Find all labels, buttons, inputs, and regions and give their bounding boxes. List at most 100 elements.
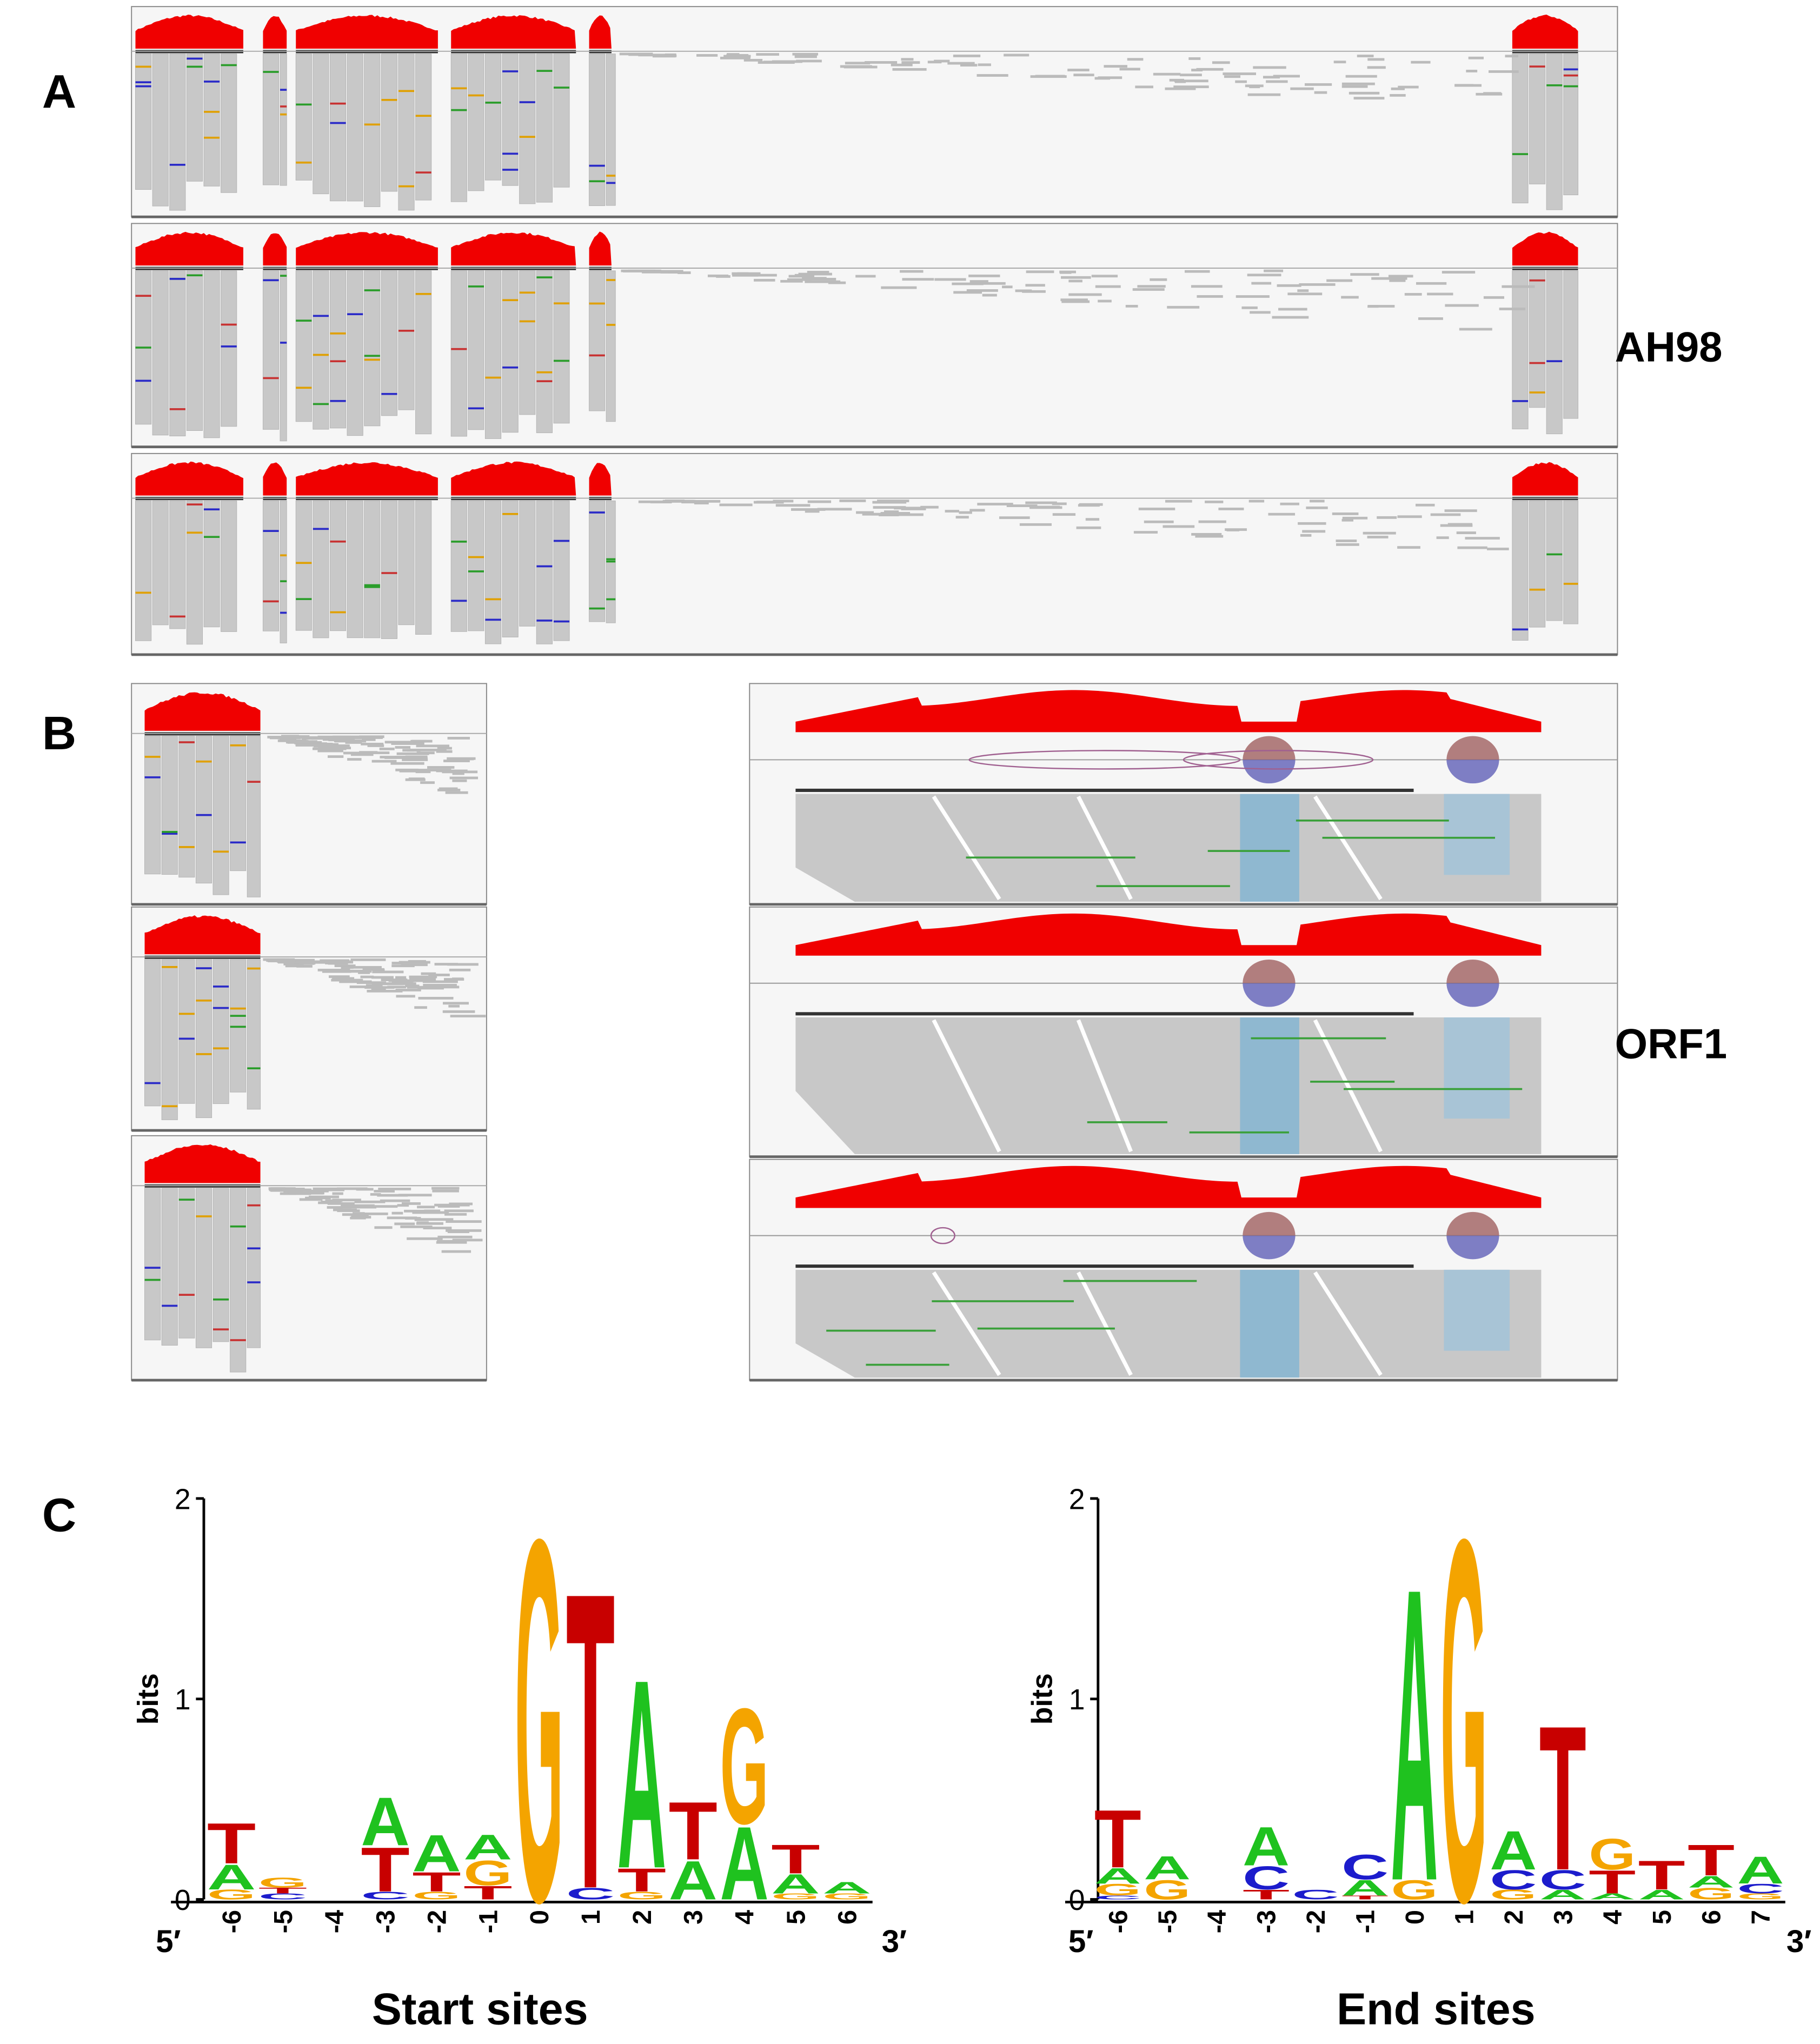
- read: [1367, 536, 1389, 538]
- mismatch: [1310, 1081, 1395, 1083]
- read: [341, 1204, 375, 1207]
- read: [334, 740, 367, 743]
- position-label: 4: [730, 1910, 760, 1925]
- read: [1483, 296, 1504, 299]
- read: [1398, 85, 1419, 89]
- read: [402, 758, 428, 761]
- read: [437, 1240, 459, 1243]
- read: [169, 500, 186, 629]
- read: [856, 511, 874, 514]
- logo-letter: G: [771, 1892, 820, 1901]
- read: [381, 270, 397, 416]
- mismatch: [330, 540, 346, 543]
- read: [553, 54, 570, 188]
- read: [377, 1194, 408, 1197]
- mismatch: [144, 1082, 161, 1084]
- mismatch: [1063, 1280, 1197, 1282]
- mismatch: [313, 528, 329, 530]
- read: [468, 54, 484, 191]
- read: [872, 501, 907, 504]
- read: [1456, 531, 1476, 535]
- read: [775, 504, 811, 507]
- mismatch: [187, 274, 203, 277]
- junction-arc: [930, 1227, 955, 1244]
- read: [361, 742, 384, 745]
- read: [415, 770, 431, 774]
- mismatch: [1087, 1121, 1167, 1123]
- read: [313, 270, 329, 430]
- mismatch: [135, 65, 151, 68]
- read: [1278, 308, 1307, 311]
- read: [371, 982, 404, 986]
- position-label: -1: [474, 1910, 503, 1933]
- read: [1197, 295, 1223, 298]
- mismatch: [230, 1339, 246, 1341]
- logo-letter: G: [463, 1853, 512, 1893]
- read: [186, 54, 203, 182]
- mismatch: [247, 1204, 261, 1207]
- mismatch: [330, 400, 346, 402]
- read: [1391, 87, 1405, 90]
- mismatch: [196, 967, 212, 969]
- y-tick-label: 0: [1069, 1885, 1085, 1916]
- read: [807, 271, 829, 274]
- read: [424, 1209, 441, 1213]
- read: [960, 64, 978, 67]
- x-end-label: 3′: [882, 1924, 907, 1959]
- read: [350, 753, 374, 756]
- read: [805, 280, 841, 283]
- logo-letter: C: [1094, 1894, 1141, 1900]
- mismatch: [519, 291, 535, 294]
- coverage: [296, 232, 438, 266]
- read: [1165, 87, 1196, 90]
- read: [269, 736, 301, 740]
- read: [1268, 512, 1296, 516]
- read: [1264, 269, 1284, 272]
- read: [1167, 305, 1200, 309]
- read: [1060, 271, 1072, 274]
- read: [1052, 513, 1076, 516]
- read: [1174, 79, 1208, 83]
- mismatch: [280, 275, 287, 277]
- mismatch: [313, 315, 329, 317]
- mismatch: [398, 90, 415, 92]
- read: [449, 776, 479, 780]
- read: [1427, 292, 1453, 296]
- read: [1371, 277, 1407, 280]
- read: [1191, 532, 1222, 536]
- read: [349, 966, 382, 969]
- mismatch: [553, 302, 570, 305]
- read: [280, 54, 287, 186]
- read: [221, 500, 237, 632]
- position-label: -3: [371, 1910, 401, 1933]
- read: [880, 512, 911, 515]
- read: [1389, 279, 1406, 282]
- position-label: 3: [679, 1910, 708, 1925]
- position-label: 1: [1450, 1910, 1479, 1925]
- mismatch: [178, 846, 195, 848]
- read: [337, 970, 372, 973]
- coverage: [296, 462, 438, 496]
- intron-reads: [1240, 1017, 1299, 1154]
- read: [894, 507, 921, 510]
- x-end-label: 5′: [156, 1924, 181, 1959]
- x-end-label: 3′: [1786, 1924, 1811, 1959]
- coverage: [589, 231, 612, 266]
- mismatch: [553, 86, 570, 89]
- read: [1218, 508, 1244, 510]
- logo-letter: G: [1391, 1875, 1438, 1905]
- mismatch: [364, 355, 380, 357]
- read: [955, 516, 969, 519]
- read: [447, 757, 476, 760]
- logo-letter: G: [822, 1892, 871, 1901]
- read: [447, 963, 479, 966]
- mismatch: [451, 87, 467, 90]
- read: [1300, 534, 1312, 537]
- read: [307, 1189, 329, 1193]
- read: [362, 1212, 388, 1215]
- read: [685, 500, 703, 503]
- reads: [795, 1017, 1542, 1154]
- read: [317, 735, 351, 738]
- read: [694, 502, 709, 505]
- annotation: AH98: [1615, 324, 1723, 371]
